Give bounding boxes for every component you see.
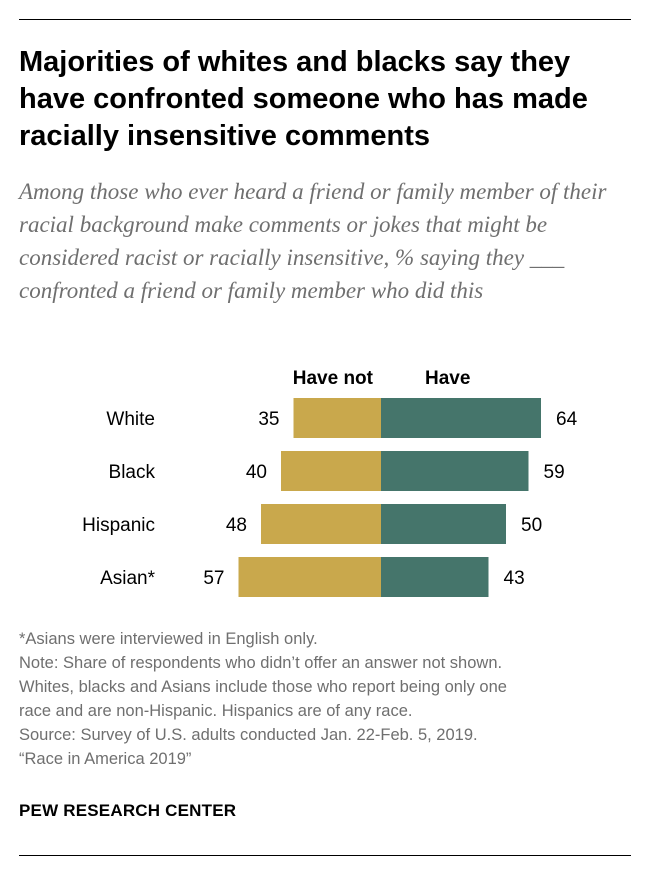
brand-logo-text: PEW RESEARCH CENTER — [19, 801, 237, 820]
bar-have-not — [281, 451, 381, 491]
legend-have: Have — [425, 368, 470, 389]
bar-have-not — [293, 398, 381, 438]
legend-have-not: Have not — [293, 368, 374, 389]
category-label: Black — [109, 462, 156, 483]
bottom-rule — [19, 855, 631, 856]
footnotes: *Asians were interviewed in English only… — [19, 627, 634, 771]
value-label-have: 59 — [544, 462, 565, 483]
chart-title: Majorities of whites and blacks say they… — [19, 46, 588, 152]
bar-have — [381, 504, 506, 544]
bar-have-not — [238, 557, 381, 597]
value-label-have: 64 — [556, 409, 578, 430]
bar-have — [381, 398, 541, 438]
value-label-have-not: 40 — [246, 462, 267, 483]
footnote-line: *Asians were interviewed in English only… — [19, 630, 318, 648]
bar-have — [381, 557, 489, 597]
footnote-line: Note: Share of respondents who didn’t of… — [19, 654, 503, 672]
footnote-line: race and are non-Hispanic. Hispanics are… — [19, 702, 413, 720]
chart-subtitle: Among those who ever heard a friend or f… — [19, 179, 607, 303]
top-rule — [19, 19, 631, 20]
bar-have-not — [261, 504, 381, 544]
value-label-have-not: 35 — [258, 409, 279, 430]
category-label: Hispanic — [82, 515, 155, 536]
footnote-line: “Race in America 2019” — [19, 750, 192, 768]
bar-have — [381, 451, 529, 491]
footnote-line: Whites, blacks and Asians include those … — [19, 678, 507, 696]
value-label-have: 50 — [521, 515, 542, 536]
value-label-have-not: 57 — [203, 568, 224, 589]
category-label: White — [106, 409, 155, 430]
value-label-have: 43 — [504, 568, 525, 589]
diverging-bar-chart: Have not Have White 35 64 Black 40 59 Hispanic 48… — [82, 368, 578, 597]
footnote-line: Source: Survey of U.S. adults conducted … — [19, 726, 478, 744]
category-label: Asian* — [100, 568, 156, 589]
value-label-have-not: 48 — [226, 515, 247, 536]
